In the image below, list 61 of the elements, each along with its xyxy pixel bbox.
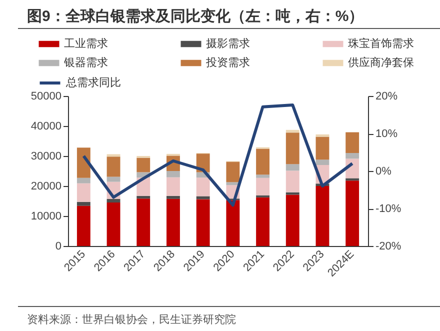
bar bbox=[136, 158, 150, 172]
y2-tick-label: -10% bbox=[376, 203, 402, 215]
bar bbox=[316, 160, 330, 165]
y-tick-label: 30000 bbox=[30, 150, 62, 162]
bar bbox=[316, 136, 330, 160]
bar bbox=[346, 180, 360, 246]
bar bbox=[196, 199, 210, 246]
bar bbox=[286, 194, 300, 246]
y-tick-label: 40000 bbox=[30, 120, 62, 132]
chart-title: 图9：全球白银需求及同比变化（左：吨，右：%） bbox=[27, 7, 364, 26]
bar bbox=[316, 134, 330, 137]
bar bbox=[166, 171, 180, 178]
bar bbox=[286, 164, 300, 171]
bar bbox=[106, 154, 120, 157]
legend-label: 投资需求 bbox=[205, 56, 250, 69]
legend-label: 供应商净套保 bbox=[348, 56, 414, 69]
bar bbox=[76, 202, 90, 206]
bar bbox=[196, 196, 210, 200]
bar bbox=[286, 132, 300, 164]
bar bbox=[226, 200, 240, 246]
bar bbox=[106, 198, 120, 202]
legend-label: 银器需求 bbox=[63, 56, 108, 69]
bar bbox=[166, 198, 180, 246]
bar bbox=[136, 196, 150, 199]
y-tick-label: 50000 bbox=[30, 90, 62, 102]
bar bbox=[226, 162, 240, 182]
bar bbox=[196, 178, 210, 196]
bar bbox=[286, 130, 300, 133]
bar bbox=[256, 178, 270, 196]
y-tick-label: 20000 bbox=[30, 180, 62, 192]
bar bbox=[106, 176, 120, 182]
legend-label: 总需求同比 bbox=[65, 76, 121, 89]
bar bbox=[346, 153, 360, 159]
bar bbox=[106, 202, 120, 246]
y2-tick-label: -20% bbox=[376, 240, 402, 252]
bar bbox=[76, 148, 90, 178]
bar bbox=[286, 170, 300, 192]
legend-label: 摄影需求 bbox=[206, 37, 250, 50]
legend-label: 珠宝首饰需求 bbox=[348, 37, 414, 50]
bar bbox=[346, 158, 360, 178]
bar bbox=[76, 183, 90, 202]
bar bbox=[76, 178, 90, 184]
y2-tick-label: 10% bbox=[376, 128, 398, 140]
text: 资料来源：世界白银协会，民生证券研究院 bbox=[27, 312, 236, 327]
y-tick-label: 10000 bbox=[30, 210, 62, 222]
bar bbox=[316, 186, 330, 246]
bar bbox=[166, 177, 180, 196]
bar bbox=[166, 196, 180, 199]
y2-tick-label: 20% bbox=[376, 90, 398, 102]
bar bbox=[346, 178, 360, 181]
bar bbox=[256, 148, 270, 175]
y2-tick-label: 0% bbox=[376, 166, 392, 178]
bar bbox=[136, 198, 150, 246]
bar bbox=[106, 156, 120, 177]
bar bbox=[256, 197, 270, 246]
bar bbox=[76, 206, 90, 246]
bar bbox=[256, 174, 270, 178]
line-series bbox=[82, 104, 354, 207]
bar bbox=[346, 132, 360, 153]
legend-label: 工业需求 bbox=[64, 37, 108, 50]
y-tick-label: 0 bbox=[55, 240, 62, 252]
